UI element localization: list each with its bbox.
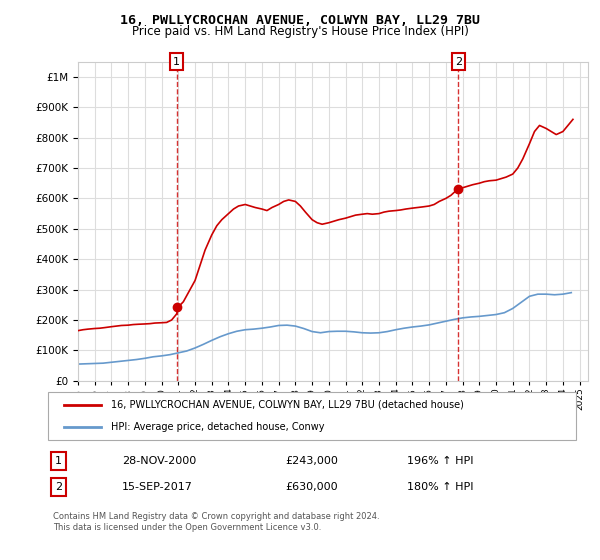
- Text: 180% ↑ HPI: 180% ↑ HPI: [407, 482, 473, 492]
- Text: 2: 2: [455, 57, 462, 67]
- Text: £243,000: £243,000: [286, 456, 338, 466]
- Text: 28-NOV-2000: 28-NOV-2000: [122, 456, 196, 466]
- Text: 16, PWLLYCROCHAN AVENUE, COLWYN BAY, LL29 7BU (detached house): 16, PWLLYCROCHAN AVENUE, COLWYN BAY, LL2…: [112, 400, 464, 410]
- Text: £630,000: £630,000: [286, 482, 338, 492]
- FancyBboxPatch shape: [48, 392, 576, 440]
- Text: Price paid vs. HM Land Registry's House Price Index (HPI): Price paid vs. HM Land Registry's House …: [131, 25, 469, 38]
- Text: HPI: Average price, detached house, Conwy: HPI: Average price, detached house, Conw…: [112, 422, 325, 432]
- Text: 16, PWLLYCROCHAN AVENUE, COLWYN BAY, LL29 7BU: 16, PWLLYCROCHAN AVENUE, COLWYN BAY, LL2…: [120, 14, 480, 27]
- Text: Contains HM Land Registry data © Crown copyright and database right 2024.: Contains HM Land Registry data © Crown c…: [53, 512, 380, 521]
- Text: 196% ↑ HPI: 196% ↑ HPI: [407, 456, 473, 466]
- Text: 1: 1: [173, 57, 180, 67]
- Text: 1: 1: [55, 456, 62, 466]
- Text: 2: 2: [55, 482, 62, 492]
- Text: This data is licensed under the Open Government Licence v3.0.: This data is licensed under the Open Gov…: [53, 523, 322, 532]
- Text: 15-SEP-2017: 15-SEP-2017: [122, 482, 193, 492]
